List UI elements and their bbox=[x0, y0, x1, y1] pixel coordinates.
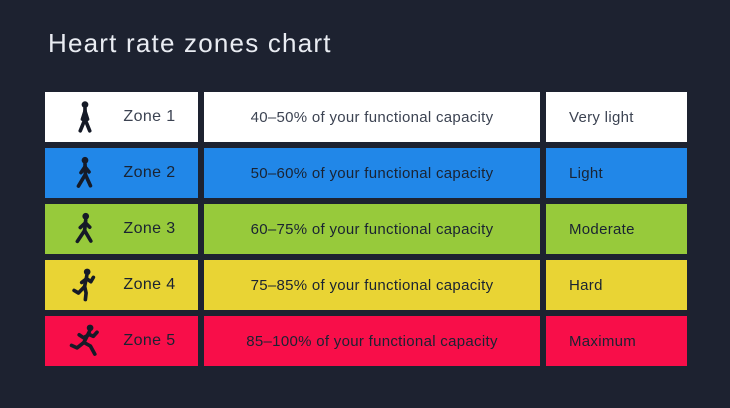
zone-2-intensity-cell: Light bbox=[546, 148, 687, 198]
zone-description: 60–75% of your functional capacity bbox=[250, 220, 494, 238]
zone-3-intensity-cell: Moderate bbox=[546, 204, 687, 254]
person-sprinting-icon bbox=[69, 321, 101, 361]
zone-2-label-cell: Zone 2 bbox=[45, 148, 198, 198]
zone-4-intensity-cell: Hard bbox=[546, 260, 687, 310]
zone-5-description-cell: 85–100% of your functional capacity bbox=[204, 316, 540, 366]
zone-1-description-cell: 40–50% of your functional capacity bbox=[204, 92, 540, 142]
person-walking-slow-icon bbox=[69, 97, 101, 137]
person-walking-fast-icon bbox=[69, 209, 101, 249]
zone-3-description-cell: 60–75% of your functional capacity bbox=[204, 204, 540, 254]
zone-4-description-cell: 75–85% of your functional capacity bbox=[204, 260, 540, 310]
zone-intensity: Light bbox=[569, 164, 604, 182]
zone-name: Zone 4 bbox=[123, 276, 176, 293]
table-row-zone-3: Zone 3 60–75% of your functional capacit… bbox=[45, 204, 687, 254]
zone-4-label-cell: Zone 4 bbox=[45, 260, 198, 310]
page-title: Heart rate zones chart bbox=[48, 28, 332, 58]
zone-name: Zone 1 bbox=[123, 108, 176, 125]
zone-intensity: Hard bbox=[569, 276, 603, 294]
table-row-zone-5: Zone 5 85–100% of your functional capaci… bbox=[45, 316, 687, 366]
person-jogging-icon bbox=[69, 265, 101, 305]
zone-2-description-cell: 50–60% of your functional capacity bbox=[204, 148, 540, 198]
zone-description: 75–85% of your functional capacity bbox=[250, 276, 494, 294]
zone-intensity: Moderate bbox=[569, 220, 635, 238]
zone-intensity: Maximum bbox=[569, 332, 637, 350]
zone-name: Zone 3 bbox=[123, 220, 176, 237]
zones-table: Zone 1 40–50% of your functional capacit… bbox=[45, 92, 687, 366]
person-walking-icon bbox=[69, 153, 101, 193]
zone-3-label-cell: Zone 3 bbox=[45, 204, 198, 254]
zone-description: 85–100% of your functional capacity bbox=[246, 332, 498, 350]
table-row-zone-4: Zone 4 75–85% of your functional capacit… bbox=[45, 260, 687, 310]
zone-intensity: Very light bbox=[569, 108, 634, 126]
zone-1-intensity-cell: Very light bbox=[546, 92, 687, 142]
table-row-zone-2: Zone 2 50–60% of your functional capacit… bbox=[45, 148, 687, 198]
zone-description: 50–60% of your functional capacity bbox=[250, 164, 494, 182]
zone-5-intensity-cell: Maximum bbox=[546, 316, 687, 366]
table-row-zone-1: Zone 1 40–50% of your functional capacit… bbox=[45, 92, 687, 142]
zone-1-label-cell: Zone 1 bbox=[45, 92, 198, 142]
zone-5-label-cell: Zone 5 bbox=[45, 316, 198, 366]
zone-name: Zone 5 bbox=[123, 332, 176, 349]
zone-description: 40–50% of your functional capacity bbox=[250, 108, 494, 126]
zone-name: Zone 2 bbox=[123, 164, 176, 181]
